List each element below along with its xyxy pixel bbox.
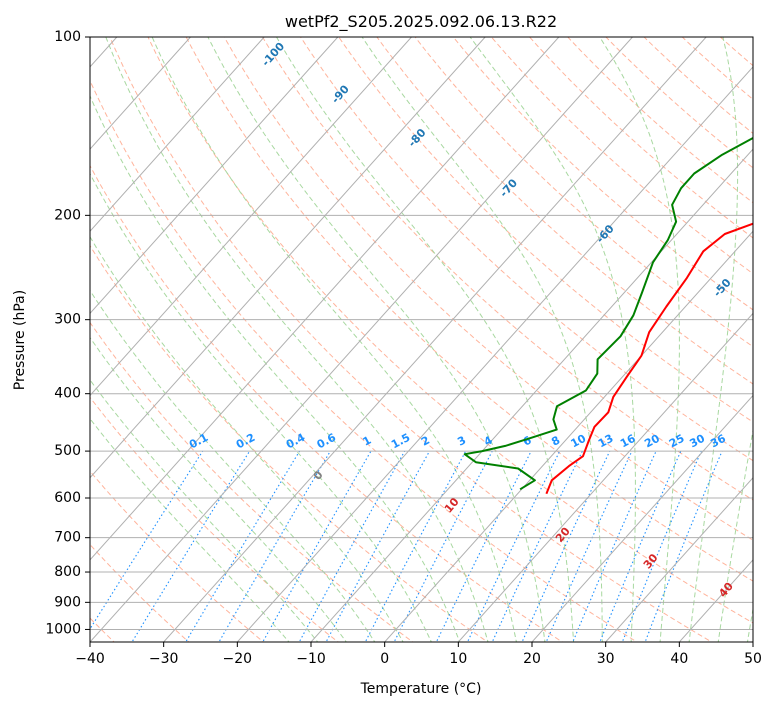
dry-adiabat-line (300, 37, 753, 462)
y-axis-label: Pressure (hPa) (12, 290, 28, 390)
dewpoint-profile-line (463, 136, 753, 491)
mixing-ratio-label: 13 (596, 432, 616, 451)
x-tick-label: −20 (223, 651, 253, 667)
mixing-ratio-line (491, 450, 583, 642)
dry-adiabat-line (90, 470, 265, 642)
isotherms (90, 37, 753, 642)
mixing-ratio-line (393, 450, 493, 642)
y-tick-label: 800 (54, 564, 81, 580)
y-tick-label: 1000 (45, 621, 81, 637)
isotherm-line (384, 230, 753, 642)
y-tick-label: 700 (54, 530, 81, 546)
mixing-ratio-label: 30 (687, 432, 707, 451)
mixing-ratio-line (521, 450, 611, 642)
plot-background (90, 37, 753, 642)
dry-adiabat-line (528, 37, 753, 239)
y-tick-label: 900 (54, 594, 81, 610)
y-tick-label: 100 (54, 29, 81, 45)
isotherm-line (90, 37, 339, 315)
x-axis-ticks: −40 −30 −20 −10 0 10 20 30 40 50 (75, 642, 762, 667)
isotherm-line (752, 641, 753, 642)
isobars (90, 37, 753, 630)
dry-adiabat-line (90, 321, 414, 642)
isotherm-line (531, 394, 753, 642)
x-tick-label: 50 (744, 651, 762, 667)
dry-adiabat-line (90, 164, 564, 642)
dry-adiabat-line (223, 37, 753, 541)
x-tick-label: −10 (296, 651, 326, 667)
dry-adiabat-line (109, 37, 713, 642)
isotherm-line (236, 66, 753, 642)
isotherm-line (90, 37, 265, 232)
mixing-ratio-line (131, 450, 251, 642)
dry-adiabat-line (414, 37, 753, 348)
isotherm-line (90, 37, 633, 642)
mixing-ratio-label: 25 (667, 432, 687, 451)
y-tick-label: 400 (54, 386, 81, 402)
y-tick-label: 300 (54, 312, 81, 328)
x-tick-label: 40 (670, 651, 688, 667)
mixing-ratio-line (90, 450, 204, 630)
isotherm-line (90, 37, 486, 479)
isotherm-line (163, 37, 707, 642)
x-tick-label: 0 (380, 651, 389, 667)
isotherm-line (310, 148, 753, 642)
dry-adiabat-line (452, 37, 753, 311)
mixing-ratio-line (218, 450, 331, 642)
x-tick-label: 20 (523, 651, 541, 667)
mixing-ratio-label: 16 (618, 432, 638, 451)
dry-adiabat-line (605, 37, 753, 169)
mixing-ratio-line (325, 450, 430, 642)
mixing-ratio-label: 36 (708, 432, 728, 451)
y-tick-label: 200 (54, 207, 81, 223)
isotherm-line (90, 37, 560, 561)
dry-adiabat-line (185, 37, 753, 582)
mixing-ratio-line (599, 450, 682, 642)
isotherm-line (90, 37, 191, 150)
x-tick-label: 30 (597, 651, 615, 667)
mixing-ratio-label: 10 (569, 432, 589, 451)
temperature-profile-line (545, 222, 753, 495)
x-axis-label: Temperature (°C) (360, 681, 482, 697)
dry-adiabat-line (376, 37, 753, 385)
mixing-ratio-label: 20 (642, 432, 662, 451)
isotherm-line (457, 312, 753, 642)
dry-adiabat-line (643, 37, 753, 135)
isotherm-line (605, 476, 753, 642)
isotherm-line (90, 37, 412, 397)
dry-adiabat-line (90, 79, 638, 642)
mixing-ratio-line (621, 450, 702, 642)
plot-frame (89, 36, 754, 643)
profiles (463, 136, 753, 495)
dry-adiabat-line (338, 37, 753, 423)
chart-title: wetPf2_S205.2025.092.06.13.R22 (285, 12, 557, 32)
y-tick-label: 500 (54, 443, 81, 459)
y-axis-ticks: 100 200 300 400 500 600 700 800 900 1000 (45, 29, 90, 637)
x-tick-label: 10 (449, 651, 467, 667)
x-tick-label: −30 (149, 651, 179, 667)
x-tick-label: −40 (75, 651, 105, 667)
y-tick-label: 600 (54, 490, 81, 506)
